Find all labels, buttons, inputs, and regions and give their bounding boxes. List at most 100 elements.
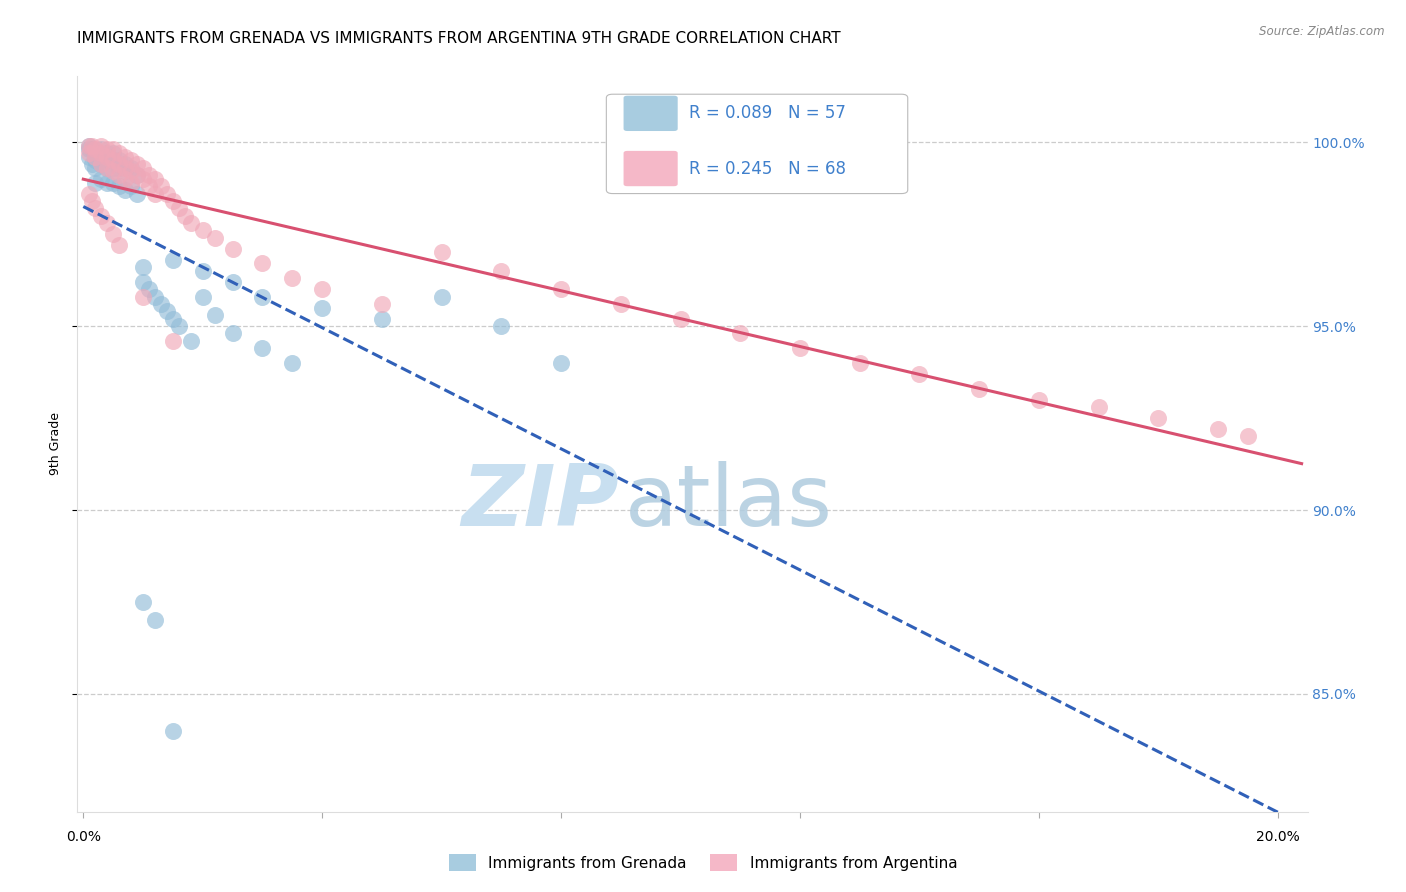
Point xyxy=(77,138,100,153)
Point xyxy=(848,356,870,370)
Point xyxy=(132,275,155,289)
Point xyxy=(491,318,513,333)
Point xyxy=(430,289,453,303)
Point xyxy=(311,282,333,296)
Point xyxy=(156,186,179,201)
Point xyxy=(114,161,136,175)
Point xyxy=(101,161,124,175)
Point xyxy=(311,301,333,315)
Point xyxy=(221,242,243,256)
Point xyxy=(77,142,100,156)
Point xyxy=(550,356,572,370)
Point xyxy=(120,153,142,168)
Point xyxy=(180,334,202,348)
FancyBboxPatch shape xyxy=(624,95,678,131)
Point xyxy=(138,179,160,194)
Point xyxy=(252,289,274,303)
Point xyxy=(162,252,184,267)
Point xyxy=(125,168,148,182)
Point xyxy=(967,382,990,396)
Point xyxy=(108,238,131,252)
Point xyxy=(143,289,166,303)
Point xyxy=(96,216,118,230)
Point xyxy=(108,153,131,168)
Point xyxy=(281,271,304,285)
Point xyxy=(1237,429,1260,443)
Point xyxy=(1028,392,1050,407)
Point xyxy=(114,150,136,164)
Point xyxy=(82,142,104,156)
Point xyxy=(221,326,243,341)
Point xyxy=(132,161,155,175)
Point xyxy=(149,297,172,311)
Point xyxy=(125,168,148,182)
Point xyxy=(90,171,112,186)
Point xyxy=(90,146,112,161)
Text: R = 0.089   N = 57: R = 0.089 N = 57 xyxy=(689,104,845,122)
Point xyxy=(371,297,394,311)
Point xyxy=(114,157,136,171)
Point xyxy=(125,157,148,171)
Point xyxy=(120,176,142,190)
Point xyxy=(908,367,931,381)
Point xyxy=(120,164,142,178)
Point xyxy=(610,297,633,311)
Point xyxy=(114,171,136,186)
Point xyxy=(108,157,131,171)
Point xyxy=(82,157,104,171)
Point xyxy=(84,153,107,168)
Point xyxy=(132,171,155,186)
Point xyxy=(1147,411,1170,425)
Point xyxy=(84,150,107,164)
Point xyxy=(132,595,155,609)
FancyBboxPatch shape xyxy=(606,95,908,194)
Point xyxy=(108,168,131,182)
Point xyxy=(669,311,692,326)
Point xyxy=(77,150,100,164)
Point xyxy=(204,230,226,244)
Point xyxy=(96,146,118,161)
Point xyxy=(1206,422,1229,436)
Text: Source: ZipAtlas.com: Source: ZipAtlas.com xyxy=(1260,25,1385,38)
Point xyxy=(84,142,107,156)
Point xyxy=(96,161,118,175)
Point xyxy=(114,164,136,178)
Point xyxy=(191,223,214,237)
Point xyxy=(162,723,184,738)
Point xyxy=(96,150,118,164)
Point xyxy=(90,138,112,153)
Point xyxy=(101,153,124,168)
Text: 0.0%: 0.0% xyxy=(66,830,101,844)
Point xyxy=(167,201,190,215)
Point xyxy=(173,209,195,223)
Point xyxy=(84,146,107,161)
Point xyxy=(108,146,131,161)
Point xyxy=(101,227,124,241)
Point xyxy=(143,613,166,627)
Point xyxy=(101,176,124,190)
Point xyxy=(90,142,112,156)
Legend: Immigrants from Grenada, Immigrants from Argentina: Immigrants from Grenada, Immigrants from… xyxy=(443,848,963,877)
Point xyxy=(132,289,155,303)
Point xyxy=(101,153,124,168)
Point xyxy=(96,176,118,190)
Point xyxy=(77,146,100,161)
Point xyxy=(138,282,160,296)
Point xyxy=(82,138,104,153)
Point xyxy=(101,164,124,178)
Point xyxy=(550,282,572,296)
Text: atlas: atlas xyxy=(624,461,832,544)
Text: 20.0%: 20.0% xyxy=(1256,830,1299,844)
Point xyxy=(204,308,226,322)
Point xyxy=(96,153,118,168)
Point xyxy=(162,334,184,348)
Point xyxy=(90,157,112,171)
Point xyxy=(96,142,118,156)
Text: ZIP: ZIP xyxy=(461,461,619,544)
Point xyxy=(143,171,166,186)
Point xyxy=(162,311,184,326)
Point xyxy=(191,289,214,303)
Point xyxy=(162,194,184,208)
Point xyxy=(108,161,131,175)
Point xyxy=(221,275,243,289)
